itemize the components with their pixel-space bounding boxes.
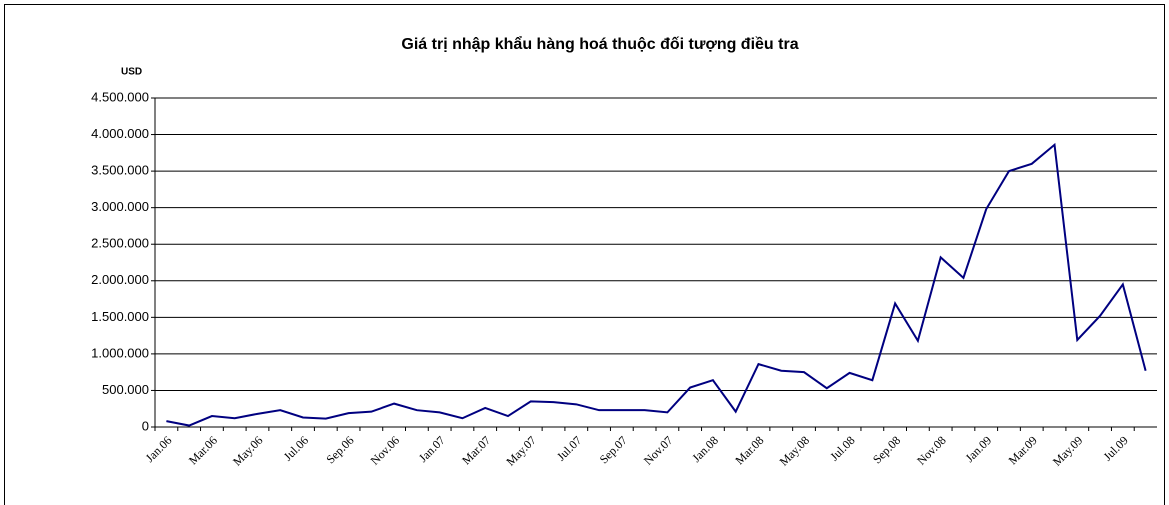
y-axis-label: USD bbox=[121, 67, 142, 78]
y-tick-label: 500.000 bbox=[102, 382, 149, 397]
line-series bbox=[166, 142, 1147, 427]
y-tick-label: 1.000.000 bbox=[91, 345, 149, 360]
y-tick-label: 2.500.000 bbox=[91, 236, 149, 251]
chart-border bbox=[4, 4, 1165, 505]
y-tick-label: 4.000.000 bbox=[91, 126, 149, 141]
y-tick-label: 2.000.000 bbox=[91, 272, 149, 287]
chart-title: Giá trị nhập khẩu hàng hoá thuộc đối tượ… bbox=[401, 35, 798, 53]
y-tick-label: 0 bbox=[142, 418, 149, 433]
y-tick-label: 1.500.000 bbox=[91, 309, 149, 324]
y-tick-label: 3.500.000 bbox=[91, 163, 149, 178]
y-tick-label: 3.000.000 bbox=[91, 199, 149, 214]
y-tick-label: 4.500.000 bbox=[91, 89, 149, 104]
